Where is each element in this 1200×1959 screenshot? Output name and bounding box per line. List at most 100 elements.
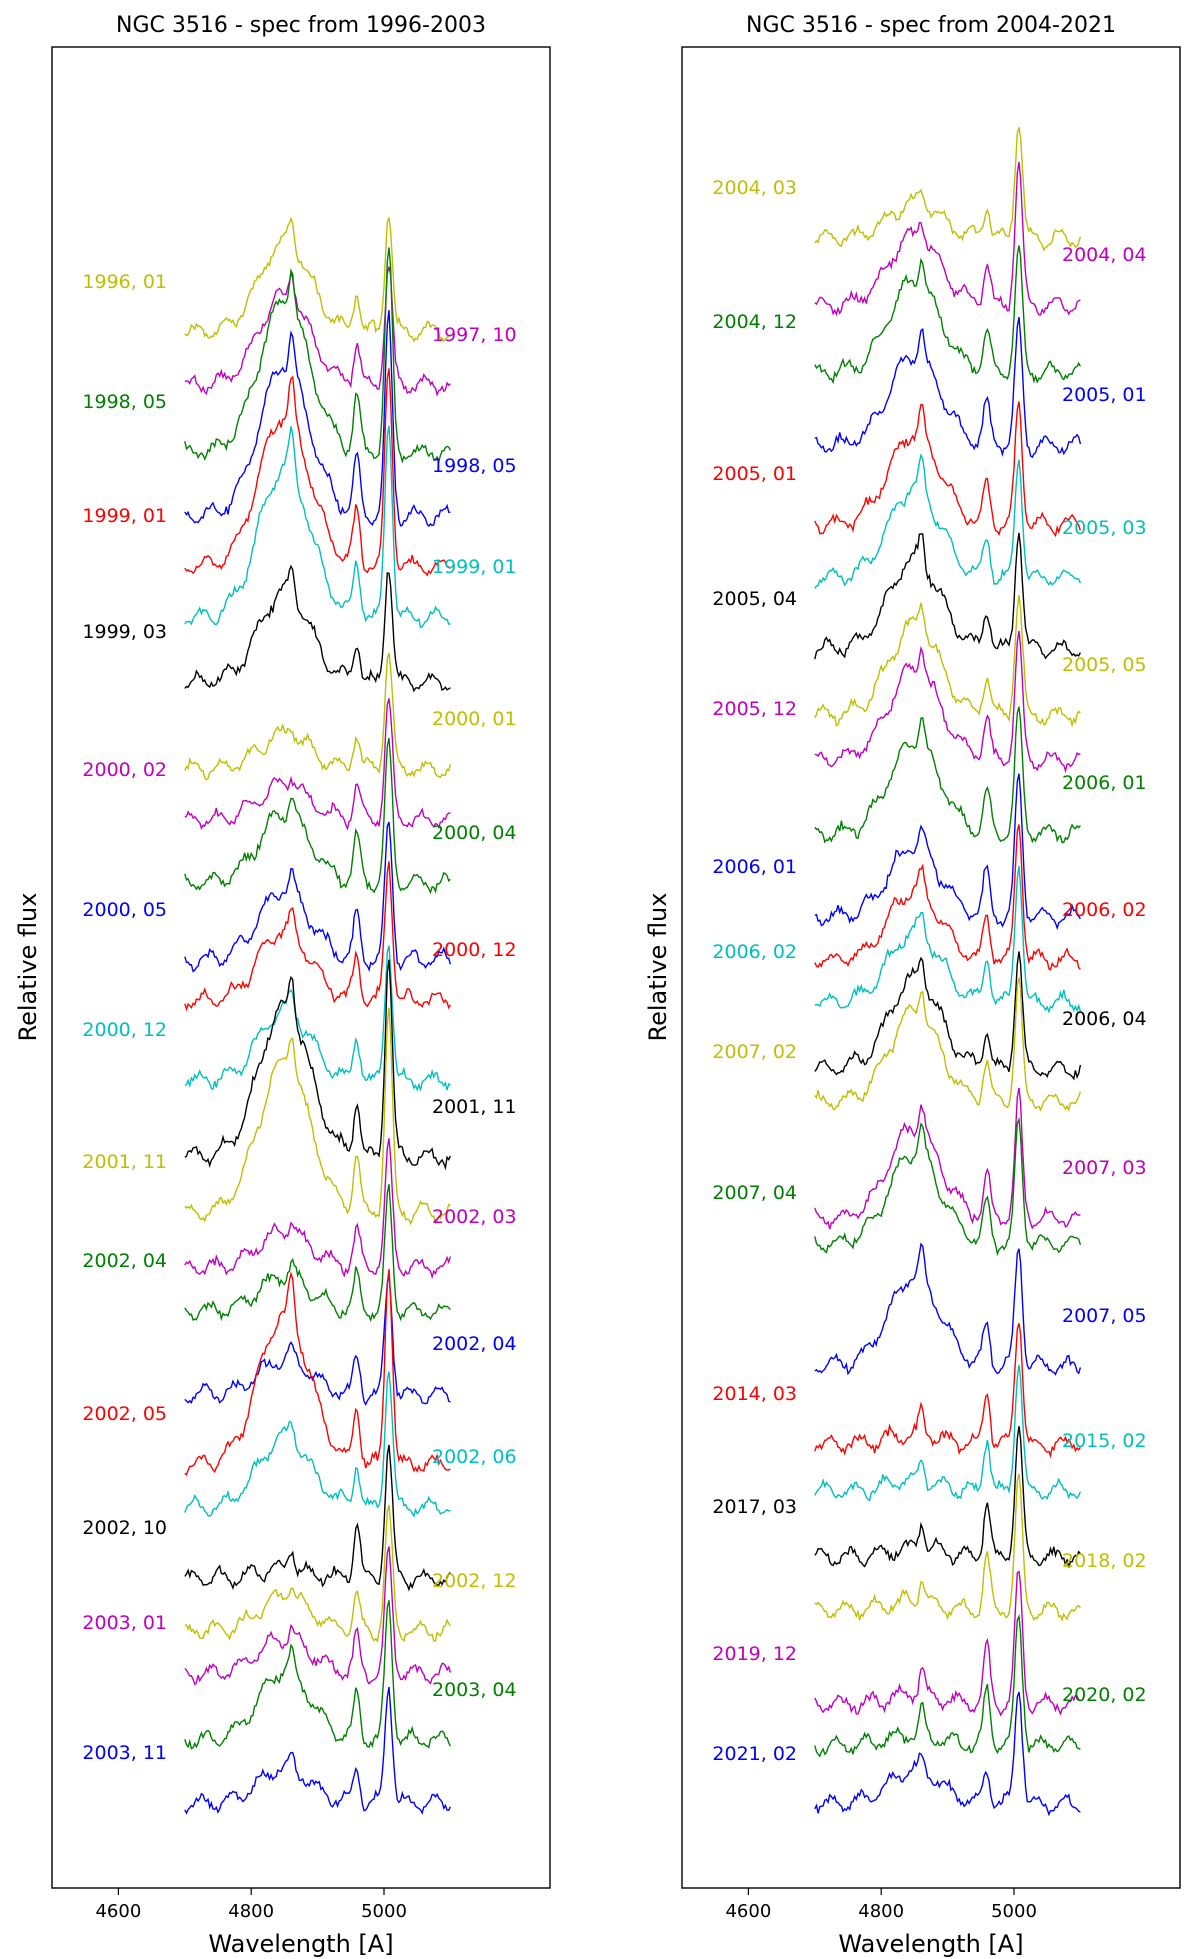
series-label: 2007, 04 xyxy=(712,1182,797,1204)
spectrum-line-2005-01-r xyxy=(814,401,1082,538)
spectrum-line-2003-11-b xyxy=(184,1686,452,1815)
series-label: 2007, 02 xyxy=(712,1041,797,1063)
spectrum-line-1997-10-m xyxy=(184,266,451,397)
series-label: 2004, 04 xyxy=(1062,244,1147,266)
series-label: 2000, 12 xyxy=(82,1019,167,1041)
spectrum-line-2019-12-m xyxy=(814,1570,1081,1717)
spectrum-line-1998-05-g xyxy=(184,247,452,464)
spectrum-line-2000-12-r xyxy=(184,861,451,1012)
series-label: 2003, 11 xyxy=(82,1742,167,1764)
series-label: 2006, 04 xyxy=(1062,1008,1147,1030)
spectrum-line-2002-03-m xyxy=(184,1138,452,1280)
series-label: 2007, 03 xyxy=(1062,1157,1147,1179)
spectrum-line-2000-02-m xyxy=(184,698,451,831)
series-label: 2017, 03 xyxy=(712,1496,797,1518)
spectrum-line-2007-03-m xyxy=(814,1087,1081,1230)
spectrum-line-2002-06-c xyxy=(184,1371,451,1518)
spectrum-line-1999-01-c xyxy=(184,425,451,629)
series-label: 2005, 04 xyxy=(712,588,797,610)
series-label: 2002, 04 xyxy=(432,1333,517,1355)
series-label: 2003, 01 xyxy=(82,1612,167,1634)
left-panel-title: NGC 3516 - spec from 1996-2003 xyxy=(116,13,486,38)
spectrum-line-2021-02-b xyxy=(814,1691,1081,1817)
left-y-axis-label: Relative flux xyxy=(14,893,42,1042)
series-label: 2020, 02 xyxy=(1062,1684,1147,1706)
series-label: 2002, 03 xyxy=(432,1206,517,1228)
series-label: 1999, 03 xyxy=(82,621,167,643)
series-label: 2014, 03 xyxy=(712,1383,797,1405)
series-label: 2002, 10 xyxy=(82,1517,167,1539)
x-tick-label: 5000 xyxy=(361,1901,407,1922)
spectrum-line-2005-03-c xyxy=(814,452,1082,589)
series-label: 2015, 02 xyxy=(1062,1430,1147,1452)
right-x-axis-label: Wavelength [A] xyxy=(838,1930,1023,1958)
spectrum-line-2004-03-y xyxy=(814,127,1082,252)
spectrum-line-2000-04-g xyxy=(184,738,451,895)
series-label: 2000, 01 xyxy=(432,708,517,730)
spectrum-line-2002-10-k xyxy=(184,1444,451,1592)
spectrum-line-2004-04-m xyxy=(814,161,1081,317)
spectrum-line-2003-01-m xyxy=(184,1546,452,1686)
series-label: 2018, 02 xyxy=(1062,1550,1147,1572)
spectrum-line-2007-04-g xyxy=(814,1116,1082,1257)
series-label: 2003, 04 xyxy=(432,1679,517,1701)
spectrum-line-2014-03-r xyxy=(814,1323,1081,1459)
series-label: 1997, 10 xyxy=(432,324,517,346)
series-label: 2004, 03 xyxy=(712,177,797,199)
series-label: 2000, 12 xyxy=(432,939,517,961)
spectrum-line-2006-01-b xyxy=(814,773,1081,931)
spectrum-line-2002-12-y xyxy=(184,1504,451,1643)
series-label: 2006, 02 xyxy=(712,941,797,963)
series-label: 2002, 05 xyxy=(82,1403,167,1425)
spectrum-line-2003-04-g xyxy=(184,1600,452,1750)
spectrum-line-2017-03-k xyxy=(814,1426,1081,1568)
spectrum-line-2002-04-g xyxy=(184,1184,451,1323)
spectrum-line-2002-04-b xyxy=(184,1274,451,1406)
series-label: 2002, 12 xyxy=(432,1570,517,1592)
spectrum-line-2001-11-y xyxy=(184,1007,451,1226)
x-tick-label: 4600 xyxy=(95,1901,141,1922)
series-label: 2005, 01 xyxy=(712,463,797,485)
right-y-axis-label: Relative flux xyxy=(644,893,672,1042)
series-label: 2002, 06 xyxy=(432,1446,517,1468)
spectrum-line-2020-02-g xyxy=(814,1614,1081,1758)
series-label: 2021, 02 xyxy=(712,1743,797,1765)
series-label: 2006, 02 xyxy=(1062,899,1147,921)
left-panel: NGC 3516 - spec from 1996-2003 1996, 01 1… xyxy=(14,13,551,1958)
left-x-axis-label: Wavelength [A] xyxy=(208,1930,393,1958)
spectrum-line-2006-01-g xyxy=(814,706,1081,844)
series-label: 2019, 12 xyxy=(712,1643,797,1665)
spectrum-line-1999-03-k xyxy=(184,564,451,693)
spectrum-line-2005-04-k xyxy=(814,532,1082,660)
left-plot-frame xyxy=(51,46,551,1889)
series-label: 2001, 11 xyxy=(82,1151,167,1173)
series-label: 2002, 04 xyxy=(82,1250,167,1272)
right-panel-title: NGC 3516 - spec from 2004-2021 xyxy=(746,13,1116,38)
series-label: 2000, 02 xyxy=(82,759,167,781)
series-label: 2006, 01 xyxy=(1062,772,1147,794)
series-label: 2000, 04 xyxy=(432,822,517,844)
series-label: 1996, 01 xyxy=(82,271,167,293)
spectrum-line-2005-01-b xyxy=(814,316,1082,459)
spectrum-line-2004-12-g xyxy=(814,245,1082,385)
spectrum-line-2006-04-k xyxy=(814,951,1082,1081)
series-label: 1998, 05 xyxy=(432,455,517,477)
spectrum-line-2000-05-b xyxy=(184,821,452,973)
x-tick-label: 4800 xyxy=(228,1901,274,1922)
spectrum-line-2002-05-r xyxy=(184,1269,451,1477)
series-label: 2007, 05 xyxy=(1062,1305,1147,1327)
spectrum-line-2007-05-b xyxy=(814,1242,1082,1376)
series-label: 1999, 01 xyxy=(432,556,517,578)
series-label: 2005, 03 xyxy=(1062,517,1147,539)
spectrum-line-2005-05-y xyxy=(814,595,1081,728)
spectrum-line-2001-11-k xyxy=(184,959,452,1171)
x-tick-label: 5000 xyxy=(991,1901,1037,1922)
spectrum-line-1999-01-r xyxy=(184,368,451,577)
spectrum-line-1996-01-y xyxy=(184,216,451,343)
series-label: 2004, 12 xyxy=(712,311,797,333)
x-tick-label: 4800 xyxy=(858,1901,904,1922)
spectrum-line-2005-12-m xyxy=(814,630,1081,774)
series-label: 2005, 01 xyxy=(1062,384,1147,406)
series-label: 2005, 05 xyxy=(1062,654,1147,676)
